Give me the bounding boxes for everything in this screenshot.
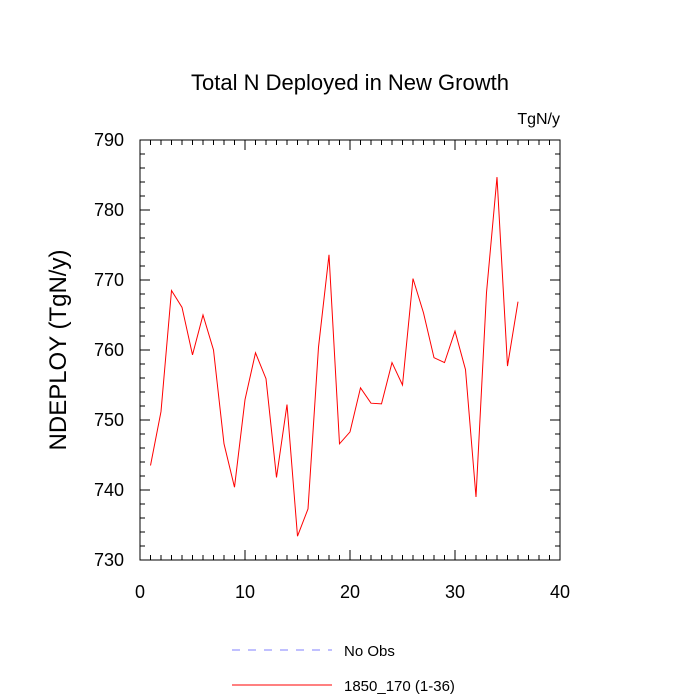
units-label: TgN/y xyxy=(517,111,560,128)
y-tick-label: 750 xyxy=(94,410,124,430)
legend-label: 1850_170 (1-36) xyxy=(344,678,455,695)
series-line xyxy=(150,177,519,537)
y-tick-label: 780 xyxy=(94,200,124,220)
x-tick-label: 0 xyxy=(135,582,145,602)
x-tick-label: 20 xyxy=(340,582,360,602)
chart-title: Total N Deployed in New Growth xyxy=(191,70,509,95)
x-tick-label: 30 xyxy=(445,582,465,602)
legend: No Obs 1850_170 (1-36) xyxy=(232,643,455,695)
y-tick-label: 770 xyxy=(94,270,124,290)
plot-frame xyxy=(139,139,561,561)
x-tick-label: 40 xyxy=(550,582,570,602)
y-tick-label: 760 xyxy=(94,340,124,360)
y-axis-label: NDEPLOY (TgN/y) xyxy=(45,250,72,451)
x-tick-label: 10 xyxy=(235,582,255,602)
plot-area: 0 10 20 30 40 730 740 750 760 770 780 790 xyxy=(94,130,570,602)
legend-label: No Obs xyxy=(344,643,395,660)
y-tick-label: 790 xyxy=(94,130,124,150)
y-tick-label: 740 xyxy=(94,480,124,500)
y-tick-label: 730 xyxy=(94,550,124,570)
